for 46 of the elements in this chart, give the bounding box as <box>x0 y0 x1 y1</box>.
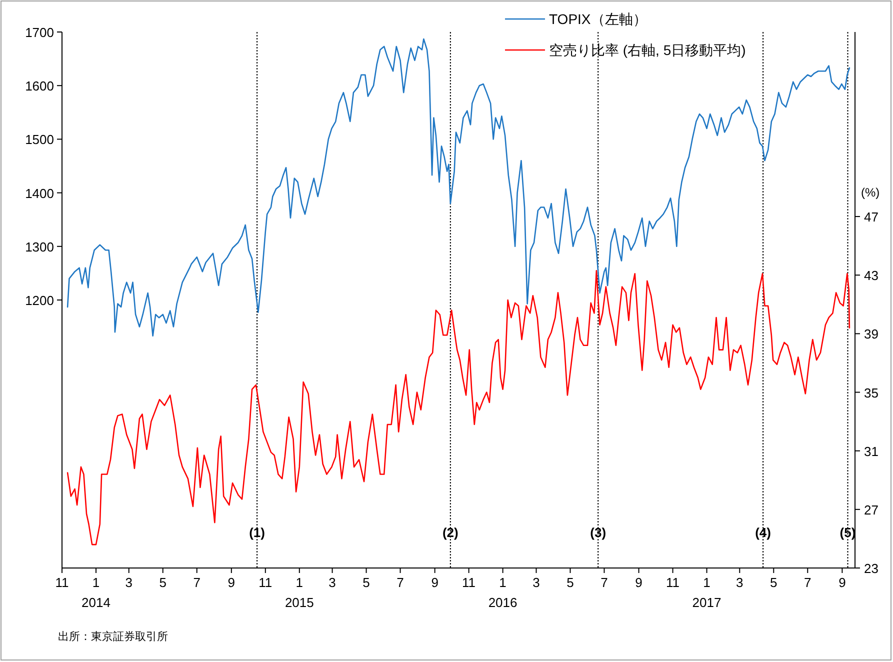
y-tick-label: 1700 <box>25 25 54 40</box>
y2-tick-label: 35 <box>864 385 878 400</box>
y2-tick-label: 27 <box>864 502 878 518</box>
line-series <box>66 38 850 337</box>
y-tick-label: 1400 <box>25 186 54 201</box>
ref-line-label: (4) <box>755 525 771 540</box>
y-tick-label: 1200 <box>25 293 54 308</box>
x-tick-label: 9 <box>431 575 438 590</box>
x-tick-label: 5 <box>566 575 574 590</box>
ref-line-label: (1) <box>249 525 265 540</box>
y-tick-label: 1300 <box>25 239 54 254</box>
x-tick-label: 11 <box>462 575 476 590</box>
y-tick-label: 1500 <box>25 132 54 148</box>
ref-line-label: (5) <box>840 525 856 540</box>
x-tick-label: 5 <box>770 575 778 590</box>
x-tick-label: 3 <box>736 575 744 590</box>
x-tick-label: 7 <box>396 575 404 590</box>
x-tick-label: 1 2016 <box>488 575 518 610</box>
y2-tick-label: 31 <box>864 444 878 459</box>
y2-axis-title: (%) <box>861 186 880 200</box>
x-tick-label: 9 <box>228 575 236 590</box>
x-tick-label: 7 <box>804 575 812 590</box>
text: 出所：東京証券取引所 <box>58 630 168 643</box>
y-tick-label: 1600 <box>25 78 54 94</box>
x-tick-label: 7 <box>600 575 608 590</box>
x-tick-label: 3 <box>532 575 540 590</box>
x-tick-label: 3 <box>125 575 132 590</box>
x-tick-label: 7 <box>193 575 200 590</box>
x-tick-label: 5 <box>159 575 166 590</box>
x-tick-label: 11 <box>55 575 69 590</box>
y2-tick-label: 43 <box>864 268 878 284</box>
y2-tick-label: 39 <box>864 326 878 342</box>
x-tick-label: 5 <box>362 575 370 590</box>
x-tick-label: 11 <box>258 575 272 590</box>
legend-label: TOPIX（左軸） <box>549 11 647 27</box>
y2-tick-label: 23 <box>864 561 878 576</box>
x-tick-label: 9 <box>635 575 642 590</box>
x-tick-label: 1 2014 <box>82 575 110 610</box>
x-tick-label: 11 <box>666 575 680 590</box>
ref-line-label: (2) <box>442 525 458 540</box>
y2-tick-label: 47 <box>864 210 878 225</box>
x-tick-label: 1 2017 <box>692 575 722 610</box>
ref-line-label: (3) <box>590 525 606 540</box>
x-tick-label: 3 <box>328 575 336 590</box>
x-tick-label: 9 <box>838 575 846 590</box>
x-tick-label: 1 2015 <box>284 575 314 610</box>
